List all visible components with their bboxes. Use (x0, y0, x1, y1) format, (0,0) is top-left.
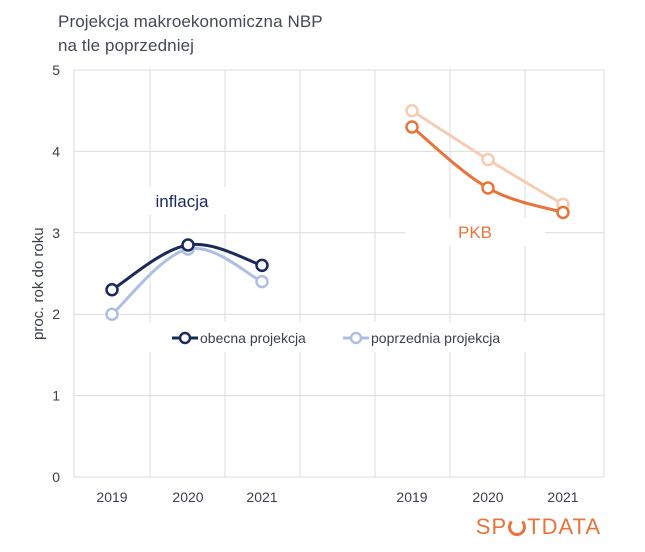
y-tick-label: 4 (52, 143, 60, 159)
legend-marker-icon (349, 331, 363, 345)
data-point (405, 103, 419, 118)
data-point (105, 307, 119, 321)
legend-marker-icon (178, 331, 192, 345)
x-tick-label: 2020 (472, 489, 503, 505)
data-point (181, 238, 195, 252)
group-label-bg (132, 187, 232, 215)
x-tick-label: 2021 (547, 489, 578, 505)
legend-label: obecna projekcja (200, 330, 306, 346)
data-point (405, 120, 419, 134)
y-tick-label: 5 (52, 62, 60, 78)
logo-text-end: TDATA (527, 514, 601, 539)
data-point (105, 283, 119, 297)
title-line-1: Projekcja makroekonomiczna NBP (58, 12, 323, 31)
spotdata-logo: SP TDATA (476, 514, 601, 540)
series-line-PKB-obecna (411, 125, 564, 214)
y-tick-label: 3 (52, 225, 60, 241)
y-tick-label: 1 (52, 388, 60, 404)
series-line-inflacja-poprzednia (111, 246, 263, 316)
y-tick-label: 0 (52, 469, 60, 485)
x-tick-label: 2019 (96, 489, 127, 505)
y-axis-label: proc. rok do roku (30, 227, 47, 340)
logo-o-icon (508, 518, 527, 536)
group-label: inflacja (156, 192, 209, 211)
x-tick-label: 2019 (396, 489, 427, 505)
x-tick-label: 2020 (172, 489, 203, 505)
data-point (481, 152, 495, 167)
data-point (556, 205, 570, 220)
legend-label: poprzednia projekcja (371, 330, 500, 346)
y-tick-label: 2 (52, 306, 60, 322)
x-tick-label: 2021 (246, 489, 277, 505)
data-point (255, 274, 269, 289)
logo-text-start: SP (475, 514, 508, 539)
data-point (255, 258, 269, 273)
group-label-bg (405, 218, 545, 246)
title-line-2: na tle poprzedniej (58, 36, 195, 55)
data-point (481, 181, 495, 195)
group-label: PKB (458, 223, 492, 242)
chart-title: Projekcja makroekonomiczna NBP na tle po… (58, 10, 323, 58)
